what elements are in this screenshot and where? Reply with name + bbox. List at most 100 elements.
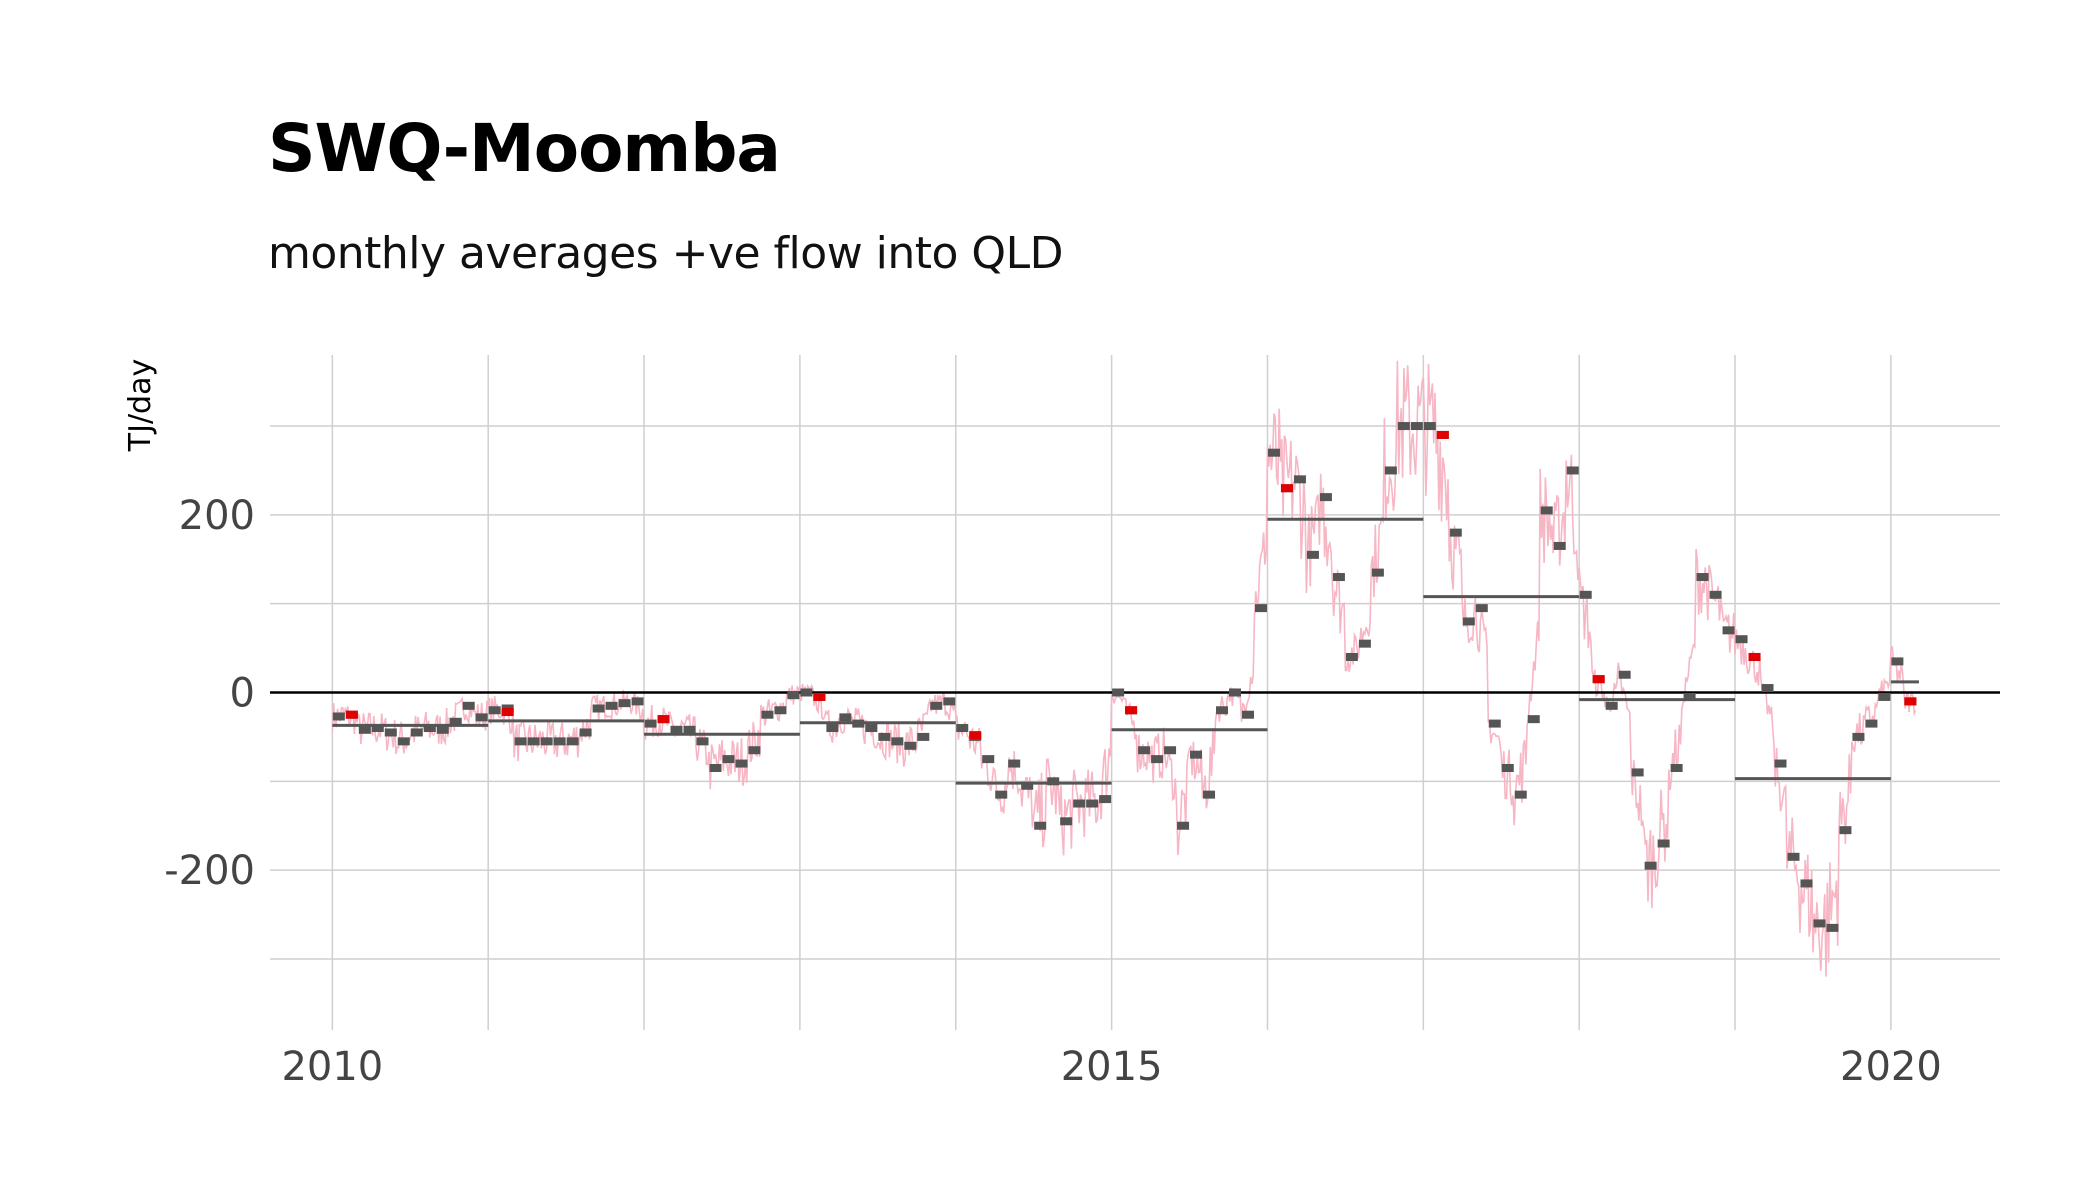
y-tick-label: -200 — [164, 848, 255, 894]
chart-title: SWQ-Moomba — [268, 110, 781, 187]
monthly-average-point — [1800, 879, 1813, 888]
monthly-average-point — [1306, 550, 1319, 559]
monthly-average-point — [1423, 422, 1436, 431]
monthly-average-point — [683, 725, 696, 734]
monthly-average-point — [1008, 759, 1021, 768]
monthly-average-point — [436, 725, 449, 734]
monthly-average-point — [1021, 781, 1034, 790]
monthly-average-point — [1151, 755, 1164, 764]
monthly-average-point — [566, 737, 579, 746]
monthly-average-point — [579, 728, 592, 737]
highlight-point — [345, 710, 358, 719]
highlight-series — [345, 430, 1917, 740]
monthly-average-point — [878, 732, 891, 741]
x-tick-label: 2010 — [281, 1044, 383, 1090]
highlight-point — [813, 692, 826, 701]
monthly-average-point — [423, 724, 436, 733]
monthly-average-point — [1540, 506, 1553, 515]
highlight-point — [501, 708, 514, 717]
monthly-average-point — [865, 724, 878, 733]
monthly-average-point — [644, 719, 657, 728]
monthly-average-point — [488, 706, 501, 715]
monthly-average-point — [1410, 422, 1423, 431]
highlight-point — [1125, 706, 1138, 715]
monthly-average-point — [1761, 684, 1774, 693]
monthly-average-point — [1293, 475, 1306, 484]
monthly-average-point — [1138, 746, 1151, 755]
monthly-average-point — [1579, 590, 1592, 599]
monthly-average-point — [618, 699, 631, 708]
monthly-average-point — [1060, 817, 1073, 826]
highlight-point — [1436, 430, 1449, 439]
monthly-average-point — [605, 701, 618, 710]
monthly-average-point — [514, 737, 527, 746]
monthly-average-point — [761, 710, 774, 719]
monthly-average-point — [917, 732, 930, 741]
monthly-average-point — [1397, 422, 1410, 431]
monthly-average-point — [1358, 639, 1371, 648]
monthly-average-point — [1774, 759, 1787, 768]
x-tick-label: 2015 — [1061, 1044, 1163, 1090]
monthly-average-point — [1852, 732, 1865, 741]
monthly-average-point — [592, 704, 605, 713]
monthly-average-point — [358, 725, 371, 734]
monthly-average-point — [1644, 861, 1657, 870]
monthly-average-point — [1475, 604, 1488, 613]
monthly-average-point — [1683, 692, 1696, 701]
monthly-average-point — [1332, 573, 1345, 582]
monthly-average-point — [1709, 590, 1722, 599]
monthly-average-point — [1488, 719, 1501, 728]
chart-subtitle: monthly averages +ve flow into QLD — [268, 228, 1063, 279]
monthly-average-series — [332, 422, 1917, 932]
monthly-average-point — [449, 717, 462, 726]
monthly-average-point — [1073, 799, 1086, 808]
x-tick-label: 2020 — [1840, 1044, 1942, 1090]
monthly-average-point — [631, 697, 644, 706]
monthly-average-point — [722, 755, 735, 764]
monthly-average-point — [1566, 466, 1579, 475]
monthly-average-point — [995, 790, 1008, 799]
monthly-average-point — [1878, 692, 1891, 701]
monthly-average-point — [852, 719, 865, 728]
monthly-average-point — [527, 737, 540, 746]
monthly-average-point — [371, 724, 384, 733]
monthly-average-point — [891, 737, 904, 746]
monthly-average-point — [709, 763, 722, 772]
monthly-average-point — [1787, 852, 1800, 861]
monthly-average-point — [774, 706, 787, 715]
monthly-average-point — [826, 724, 839, 733]
monthly-average-point — [1345, 652, 1358, 661]
monthly-average-point — [904, 741, 917, 750]
y-tick-label: 200 — [179, 493, 255, 539]
monthly-average-point — [839, 713, 852, 722]
monthly-average-point — [1254, 604, 1267, 613]
monthly-average-point — [1657, 839, 1670, 848]
monthly-average-point — [384, 728, 397, 737]
monthly-average-point — [1319, 493, 1332, 502]
monthly-average-point — [1203, 790, 1216, 799]
monthly-average-point — [943, 697, 956, 706]
monthly-average-point — [1099, 795, 1112, 804]
monthly-average-point — [1371, 568, 1384, 577]
monthly-average-point — [1164, 746, 1177, 755]
monthly-average-point — [1722, 626, 1735, 635]
monthly-average-point — [1241, 710, 1254, 719]
monthly-average-point — [1631, 768, 1644, 777]
monthly-average-point — [748, 746, 761, 755]
monthly-average-point — [670, 725, 683, 734]
monthly-average-point — [397, 737, 410, 746]
monthly-average-point — [1865, 719, 1878, 728]
monthly-average-point — [1501, 763, 1514, 772]
monthly-average-point — [1618, 670, 1631, 679]
highlight-point — [657, 715, 670, 724]
monthly-average-point — [332, 712, 345, 721]
highlight-point — [1748, 652, 1761, 661]
monthly-average-point — [1826, 923, 1839, 932]
monthly-average-point — [1229, 688, 1242, 697]
y-tick-label: 0 — [230, 671, 255, 717]
monthly-average-point — [1670, 763, 1683, 772]
monthly-average-point — [1086, 799, 1099, 808]
monthly-average-point — [1449, 528, 1462, 537]
monthly-average-point — [1527, 715, 1540, 724]
